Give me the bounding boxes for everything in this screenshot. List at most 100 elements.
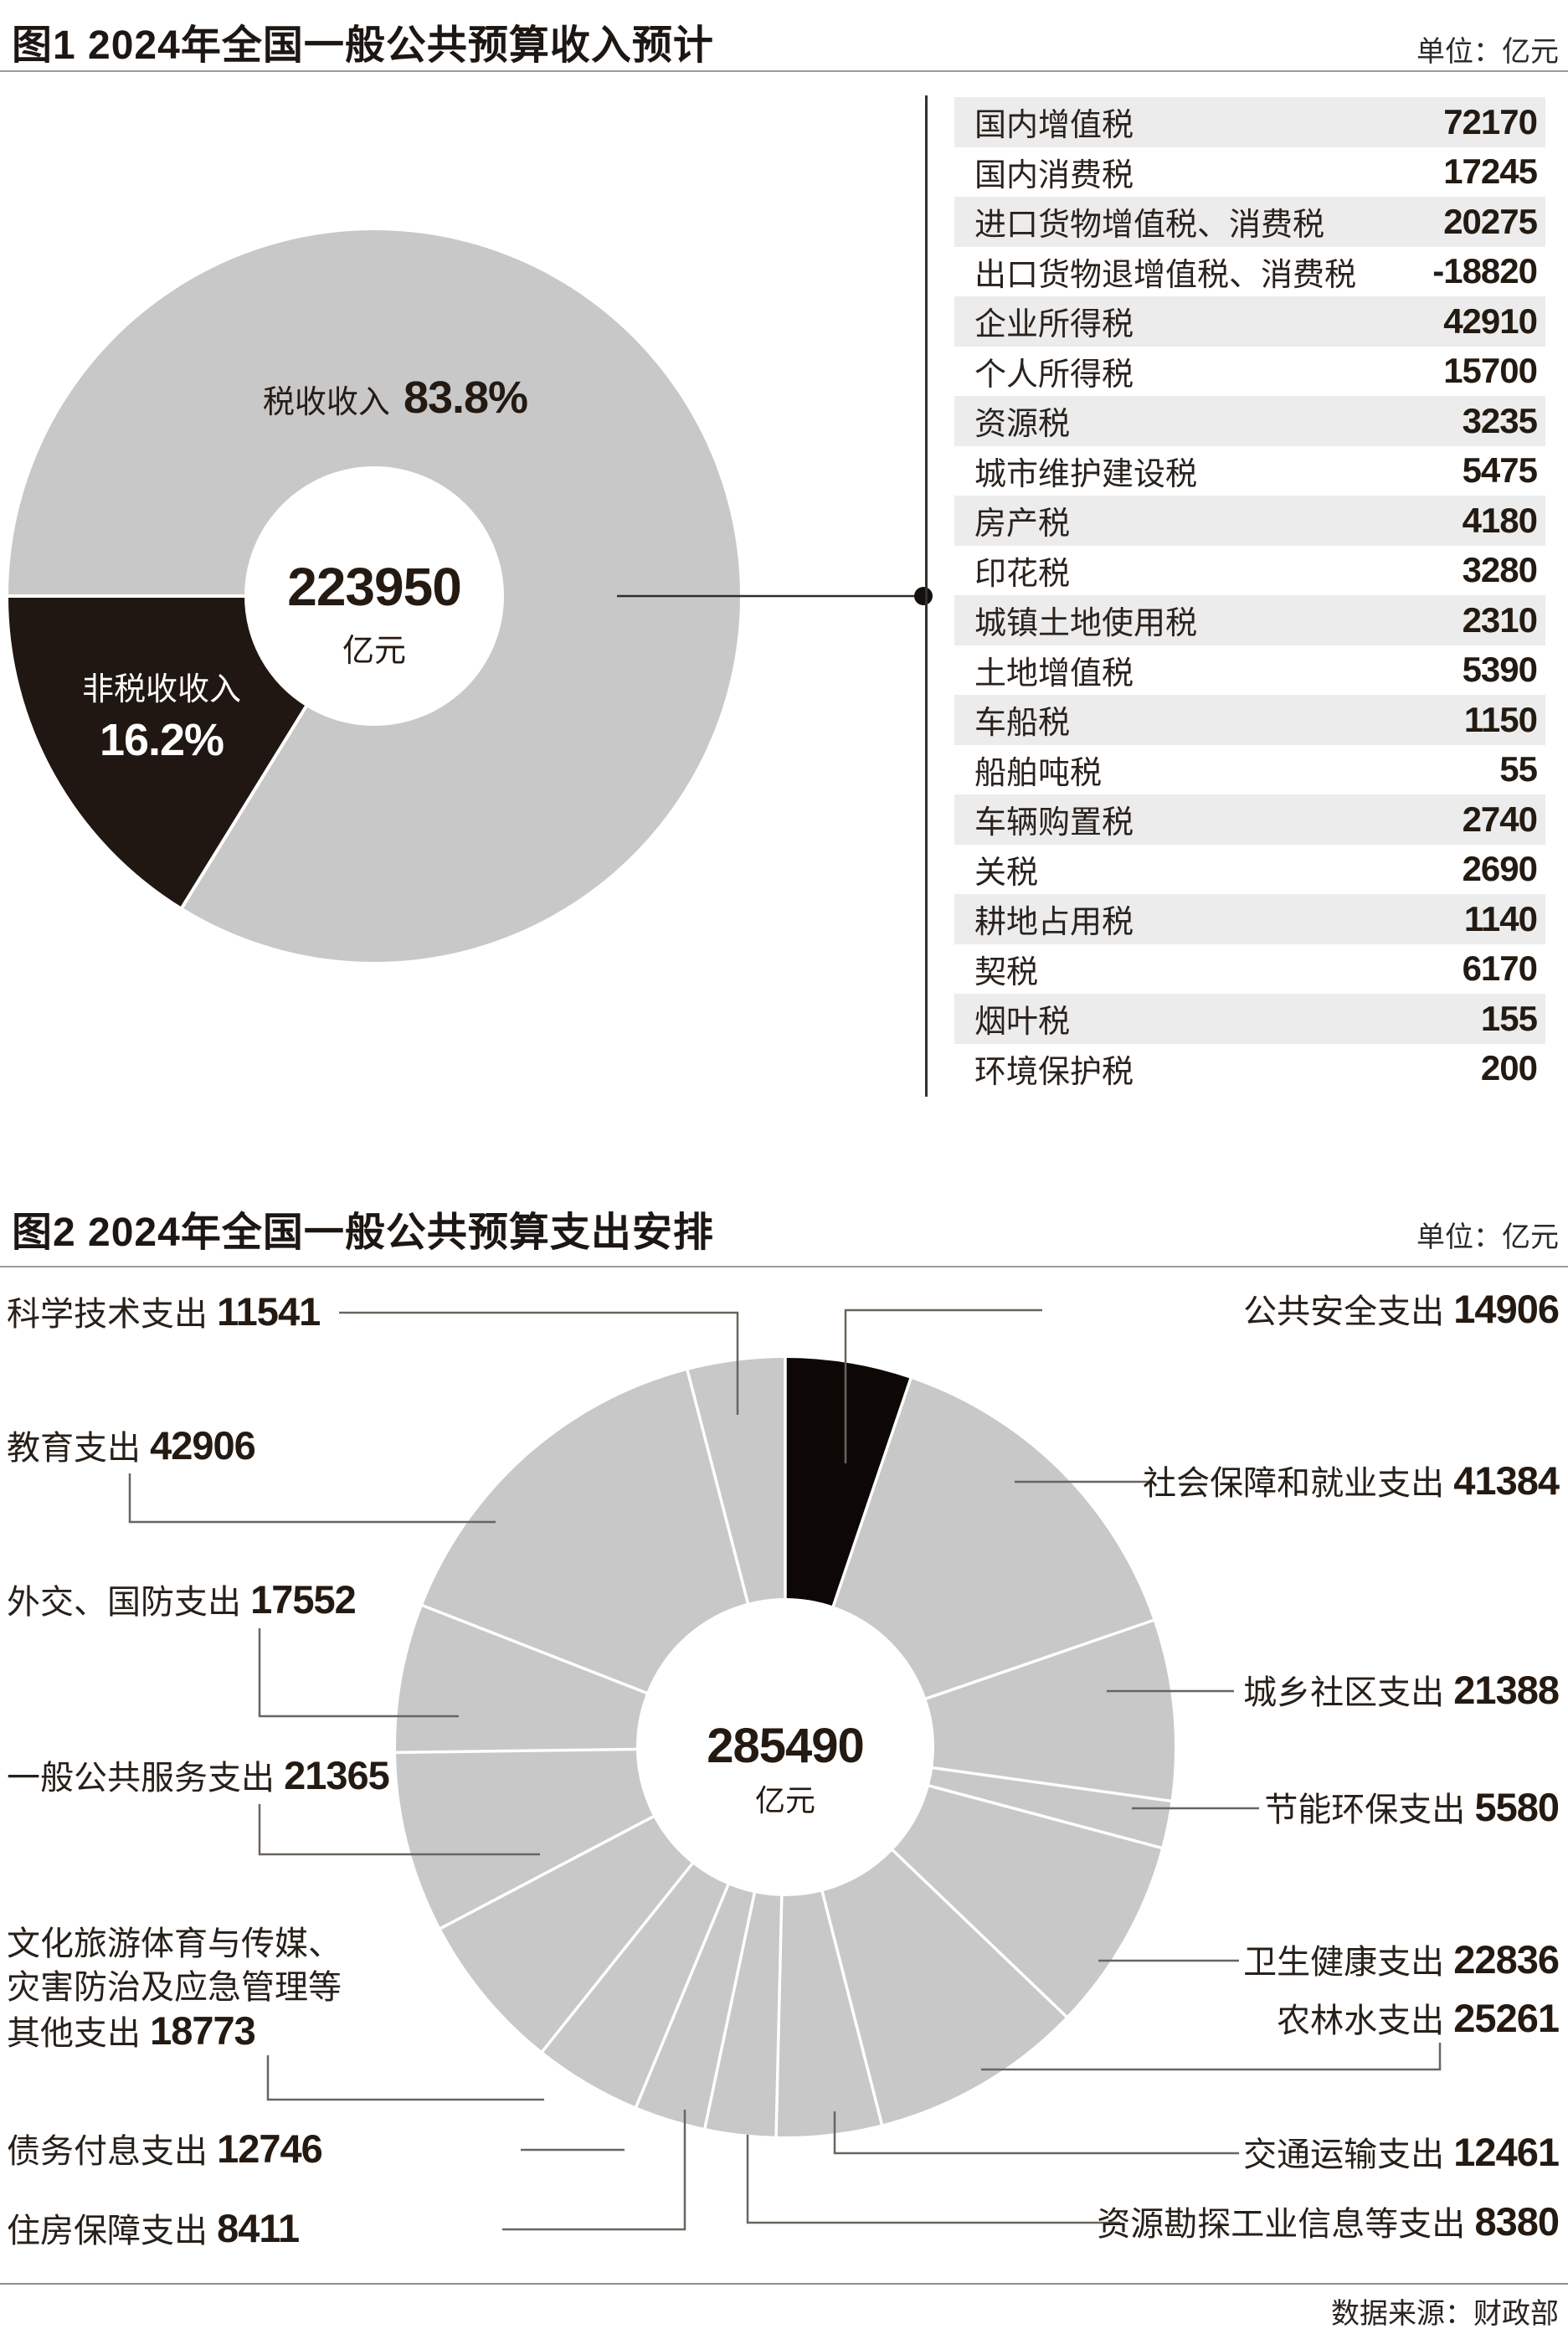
slice-name: 资源勘探工业信息等支出	[1097, 2206, 1475, 2243]
fig2-label-line: 灾害防治及应急管理等	[7, 1969, 342, 2006]
tax-name: 国内增值税	[974, 108, 1134, 144]
tax-name: 资源税	[974, 407, 1071, 443]
tax-name: 耕地占用税	[974, 905, 1134, 941]
tax-table-row: 印花税 3280	[954, 546, 1545, 596]
fig1-center-unit: 亿元	[342, 634, 406, 669]
fig2-label-line: 文化旅游体育与传媒、	[7, 1925, 342, 1962]
fig2-label-line: 其他支出 18773	[7, 2009, 342, 2055]
tax-value: 20275	[1443, 201, 1538, 241]
slice-name: 节能环保支出	[1264, 1792, 1475, 1828]
tax-value: 55	[1499, 749, 1538, 789]
tax-value: 155	[1480, 998, 1538, 1038]
slice-value: 8380	[1474, 2199, 1560, 2244]
fig2-label-6: 交通运输支出 12461	[1243, 2131, 1560, 2177]
fig2-leader-13	[128, 1473, 496, 1524]
tax-name: 国内消费税	[974, 157, 1134, 193]
fig1-unit-label: 单位：亿元	[1416, 36, 1559, 68]
fig2-leader-10	[266, 2055, 544, 2101]
tax-table-row: 船舶吨税 55	[954, 745, 1545, 795]
tax-value: 5390	[1462, 650, 1538, 690]
fig2-leader-5	[981, 2043, 1442, 2071]
fig2-slice-gap	[820, 1890, 884, 2126]
tax-value: 3235	[1462, 400, 1538, 440]
fig2-label-0: 公共安全支出 14906	[1243, 1287, 1560, 1334]
fig2-slice-1	[833, 1378, 1154, 1699]
tax-name: 个人所得税	[974, 357, 1134, 393]
tax-table-row: 个人所得税 15700	[954, 347, 1545, 397]
fig2-label-4: 卫生健康支出 22836	[1243, 1937, 1560, 1984]
slice-name: 教育支出	[7, 1430, 151, 1467]
tax-table-row: 国内消费税 17245	[954, 147, 1545, 198]
tax-value: 3280	[1462, 550, 1538, 590]
tax-table-row: 国内增值税 72170	[954, 97, 1545, 147]
tax-value: 2690	[1462, 849, 1538, 889]
fig2-label-9: 债务付息支出 12746	[7, 2127, 323, 2173]
tax-revenue-name: 税收收入	[262, 385, 390, 420]
tax-table-row: 资源税 3235	[954, 396, 1545, 446]
tax-name: 印花税	[974, 556, 1071, 592]
fig2-center-value: 285490	[707, 1719, 865, 1773]
footer-rule	[0, 2283, 1568, 2285]
tax-name: 环境保护税	[974, 1054, 1134, 1090]
fig2-label-12: 外交、国防支出 17552	[7, 1578, 357, 1624]
tax-value: 200	[1480, 1048, 1538, 1088]
slice-value: 14906	[1453, 1287, 1560, 1331]
fig2-leader-11	[258, 1804, 540, 1856]
slice-name: 一般公共服务支出	[7, 1760, 285, 1797]
tax-value: 17245	[1443, 152, 1538, 192]
fig2-label-8: 住房保障支出 8411	[7, 2207, 300, 2253]
fig2-slice-14	[687, 1358, 785, 1603]
fig2-slice-8	[635, 1884, 755, 2128]
tax-name: 城市维护建设税	[974, 456, 1198, 492]
fig2-slice-gap	[831, 1377, 913, 1608]
fig2-leader-6	[833, 2111, 1239, 2155]
tax-table-row: 城镇土地使用税 2310	[954, 595, 1545, 645]
fig2-label-13: 教育支出 42906	[7, 1424, 256, 1470]
fig2-title: 图2 2024年全国一般公共预算支出安排	[12, 1211, 714, 1255]
tax-name: 契税	[974, 954, 1039, 990]
fig2-slice-9	[542, 1864, 728, 2107]
tax-name: 关税	[974, 855, 1039, 891]
fig2-slice-5	[822, 1850, 1067, 2125]
slice-name: 公共安全支出	[1243, 1293, 1454, 1330]
slice-name: 债务付息支出	[7, 2133, 218, 2170]
fig2-label-11: 一般公共服务支出 21365	[7, 1754, 390, 1800]
fig2-label-5: 农林水支出 25261	[1277, 1997, 1560, 2043]
tax-value: 1150	[1463, 699, 1538, 739]
tax-table-row: 企业所得税 42910	[954, 296, 1545, 347]
fig2-label-3: 节能环保支出 5580	[1264, 1785, 1560, 1832]
fig2-slice-4	[892, 1786, 1162, 2017]
tax-value: 5475	[1462, 450, 1538, 491]
fig2-slice-gap	[774, 1895, 784, 2137]
fig2-leader-8	[502, 2110, 686, 2231]
fig1-title: 图1 2024年全国一般公共预算收入预计	[12, 23, 714, 68]
fig2-slice-gap	[634, 1883, 730, 2109]
tax-name: 船舶吨税	[974, 755, 1103, 791]
fig2-leader-7	[746, 2135, 1120, 2224]
fig2-slice-gap	[439, 1814, 655, 1931]
fig2-center-unit: 亿元	[754, 1783, 815, 1817]
fig2-leader-0	[844, 1308, 1042, 1463]
tax-value: -18820	[1432, 251, 1538, 291]
fig2-label-1: 社会保障和就业支出 41384	[1143, 1458, 1560, 1505]
slice-value: 22836	[1453, 1937, 1560, 1982]
fig1-connector-dot	[914, 587, 933, 605]
tax-value: 72170	[1443, 101, 1538, 141]
tax-name: 烟叶税	[974, 1005, 1071, 1041]
tax-value: 42910	[1443, 301, 1538, 341]
tax-table-row: 耕地占用税 1140	[954, 894, 1545, 944]
tax-value: 4180	[1462, 500, 1538, 540]
fig2-unit-label: 单位：亿元	[1416, 1221, 1559, 1253]
fig2-slice-gap	[421, 1603, 648, 1695]
slice-value: 41384	[1453, 1458, 1560, 1503]
fig1-title-rule	[0, 70, 1568, 72]
fig2-slice-gap	[924, 1618, 1155, 1700]
slice-value: 5580	[1474, 1785, 1560, 1829]
fig2-slice-gap	[891, 1848, 1068, 2018]
nontax-revenue-percent: 16.2%	[99, 715, 224, 765]
tax-value: 15700	[1443, 351, 1538, 391]
tax-name: 车船税	[974, 706, 1071, 742]
tax-table-row: 城市维护建设税 5475	[954, 446, 1545, 496]
tax-value: 6170	[1462, 949, 1538, 989]
